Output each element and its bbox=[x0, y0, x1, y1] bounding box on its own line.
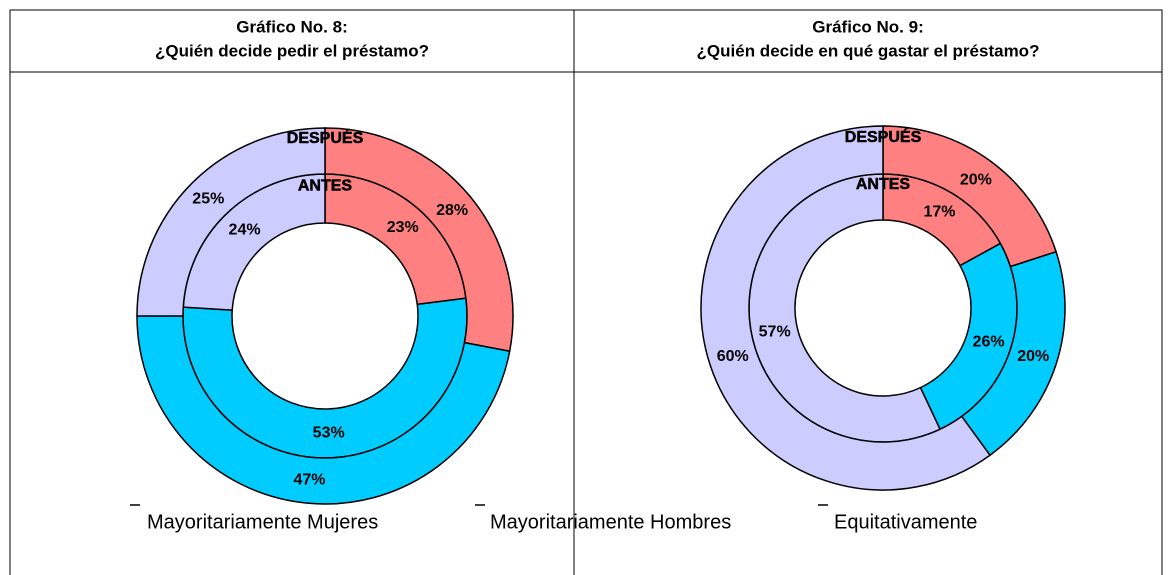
legend-label: Mayoritariamente Hombres bbox=[490, 511, 731, 533]
ring-label: DESPUÉS bbox=[287, 128, 364, 147]
data-label: 25% bbox=[192, 191, 224, 208]
chart-subtitle: ¿Quién decide en qué gastar el préstamo? bbox=[697, 41, 1040, 60]
data-label: 47% bbox=[293, 471, 325, 488]
legend-label: Equitativamente bbox=[834, 511, 977, 533]
ring-label: DESPUÉS bbox=[845, 127, 922, 146]
donut-segment bbox=[136, 315, 511, 505]
chart-subtitle: ¿Quién decide pedir el préstamo? bbox=[155, 41, 429, 60]
data-label: 57% bbox=[759, 323, 791, 340]
donut-segment bbox=[136, 127, 326, 317]
data-label: 17% bbox=[923, 204, 955, 221]
chart-title: Gráfico No. 9: bbox=[812, 17, 923, 36]
data-label: 24% bbox=[229, 222, 261, 239]
data-label: 28% bbox=[436, 202, 468, 219]
ring-label: ANTES bbox=[856, 176, 911, 193]
data-label: 60% bbox=[717, 348, 749, 365]
chart-title: Gráfico No. 8: bbox=[236, 17, 347, 36]
ring-label: ANTES bbox=[298, 178, 353, 195]
donut-segment bbox=[700, 125, 992, 491]
data-label: 23% bbox=[387, 219, 419, 236]
data-label: 20% bbox=[1017, 348, 1049, 365]
legend-label: Mayoritariamente Mujeres bbox=[147, 511, 378, 533]
table-border bbox=[9, 9, 1163, 575]
data-label: 26% bbox=[973, 334, 1005, 351]
data-label: 20% bbox=[960, 171, 992, 188]
data-label: 53% bbox=[313, 425, 345, 442]
